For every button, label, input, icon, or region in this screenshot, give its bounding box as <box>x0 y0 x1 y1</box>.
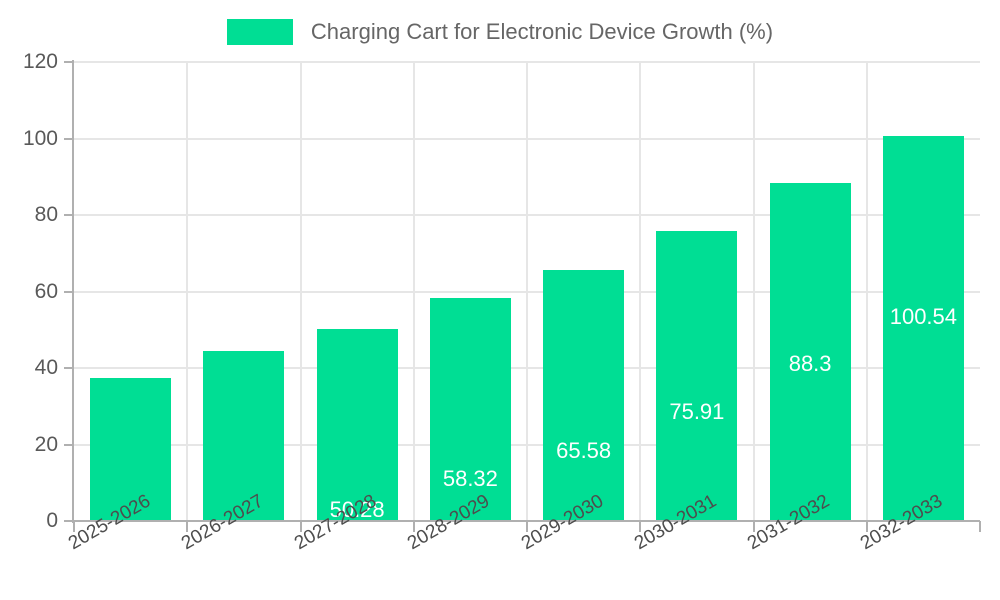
y-axis-tick-mark <box>64 367 73 369</box>
bar[interactable] <box>543 270 625 521</box>
y-axis-tick-label: 100 <box>22 126 58 150</box>
y-axis-tick-mark <box>64 214 73 216</box>
gridline-vertical <box>752 62 755 521</box>
x-axis-tick-mark <box>73 521 75 532</box>
y-axis-line <box>72 60 74 523</box>
y-axis-tick-label: 40 <box>34 356 58 379</box>
bar[interactable] <box>203 351 285 521</box>
bar[interactable] <box>769 183 851 521</box>
y-axis-tick-mark <box>64 61 73 63</box>
y-axis-tick-label: 120 <box>22 50 58 73</box>
x-axis-tick-mark <box>299 521 302 532</box>
gridline-vertical <box>526 62 528 521</box>
x-axis-tick-mark <box>752 521 755 532</box>
legend-label: Charging Cart for Electronic Device Grow… <box>310 19 774 44</box>
legend-color-swatch <box>226 19 293 45</box>
x-axis-tick-mark <box>865 521 868 532</box>
bar-value-label: 100.54 <box>889 304 958 330</box>
bar[interactable] <box>429 297 511 521</box>
gridline-vertical <box>186 62 189 521</box>
x-axis-tick-mark <box>412 521 415 532</box>
bar[interactable] <box>656 230 738 521</box>
x-axis-tick-mark <box>979 521 981 532</box>
gridline-vertical <box>865 62 868 521</box>
y-axis-tick-mark <box>64 443 73 446</box>
bar-value-label: 75.91 <box>669 398 725 424</box>
bar-value-label: 88.3 <box>788 351 832 377</box>
gridline-vertical <box>299 62 302 521</box>
bar-value-label: 44.38 <box>216 519 272 545</box>
chart-legend: Charging Cart for Electronic Device Grow… <box>0 14 1000 50</box>
y-axis-tick-label: 0 <box>46 509 58 532</box>
plot-area: 37.5 44.38 50.28 58.32 65.58 75.91 88.3 100.54 <box>74 61 980 571</box>
y-axis-tick-mark <box>64 520 73 522</box>
y-axis-tick-label: 20 <box>34 432 58 456</box>
bar-value-label: 65.58 <box>556 438 612 464</box>
x-axis-tick-mark <box>186 521 189 532</box>
bar-value-label: 58.32 <box>442 465 498 491</box>
y-axis-tick-mark <box>64 137 73 140</box>
gridline-vertical <box>412 62 415 521</box>
x-axis-tick-mark <box>639 521 642 532</box>
y-axis-tick-label: 80 <box>34 203 58 226</box>
bar[interactable] <box>882 136 964 521</box>
bar[interactable] <box>316 328 398 521</box>
y-axis-tick-mark <box>64 290 73 293</box>
bar-value-label: 37.5 <box>109 545 153 571</box>
gridline-vertical <box>639 62 642 521</box>
bar-value-label: 50.28 <box>329 496 385 522</box>
bar[interactable] <box>90 377 172 521</box>
x-axis-tick-mark <box>526 521 528 532</box>
y-axis-tick-label: 60 <box>34 279 58 303</box>
